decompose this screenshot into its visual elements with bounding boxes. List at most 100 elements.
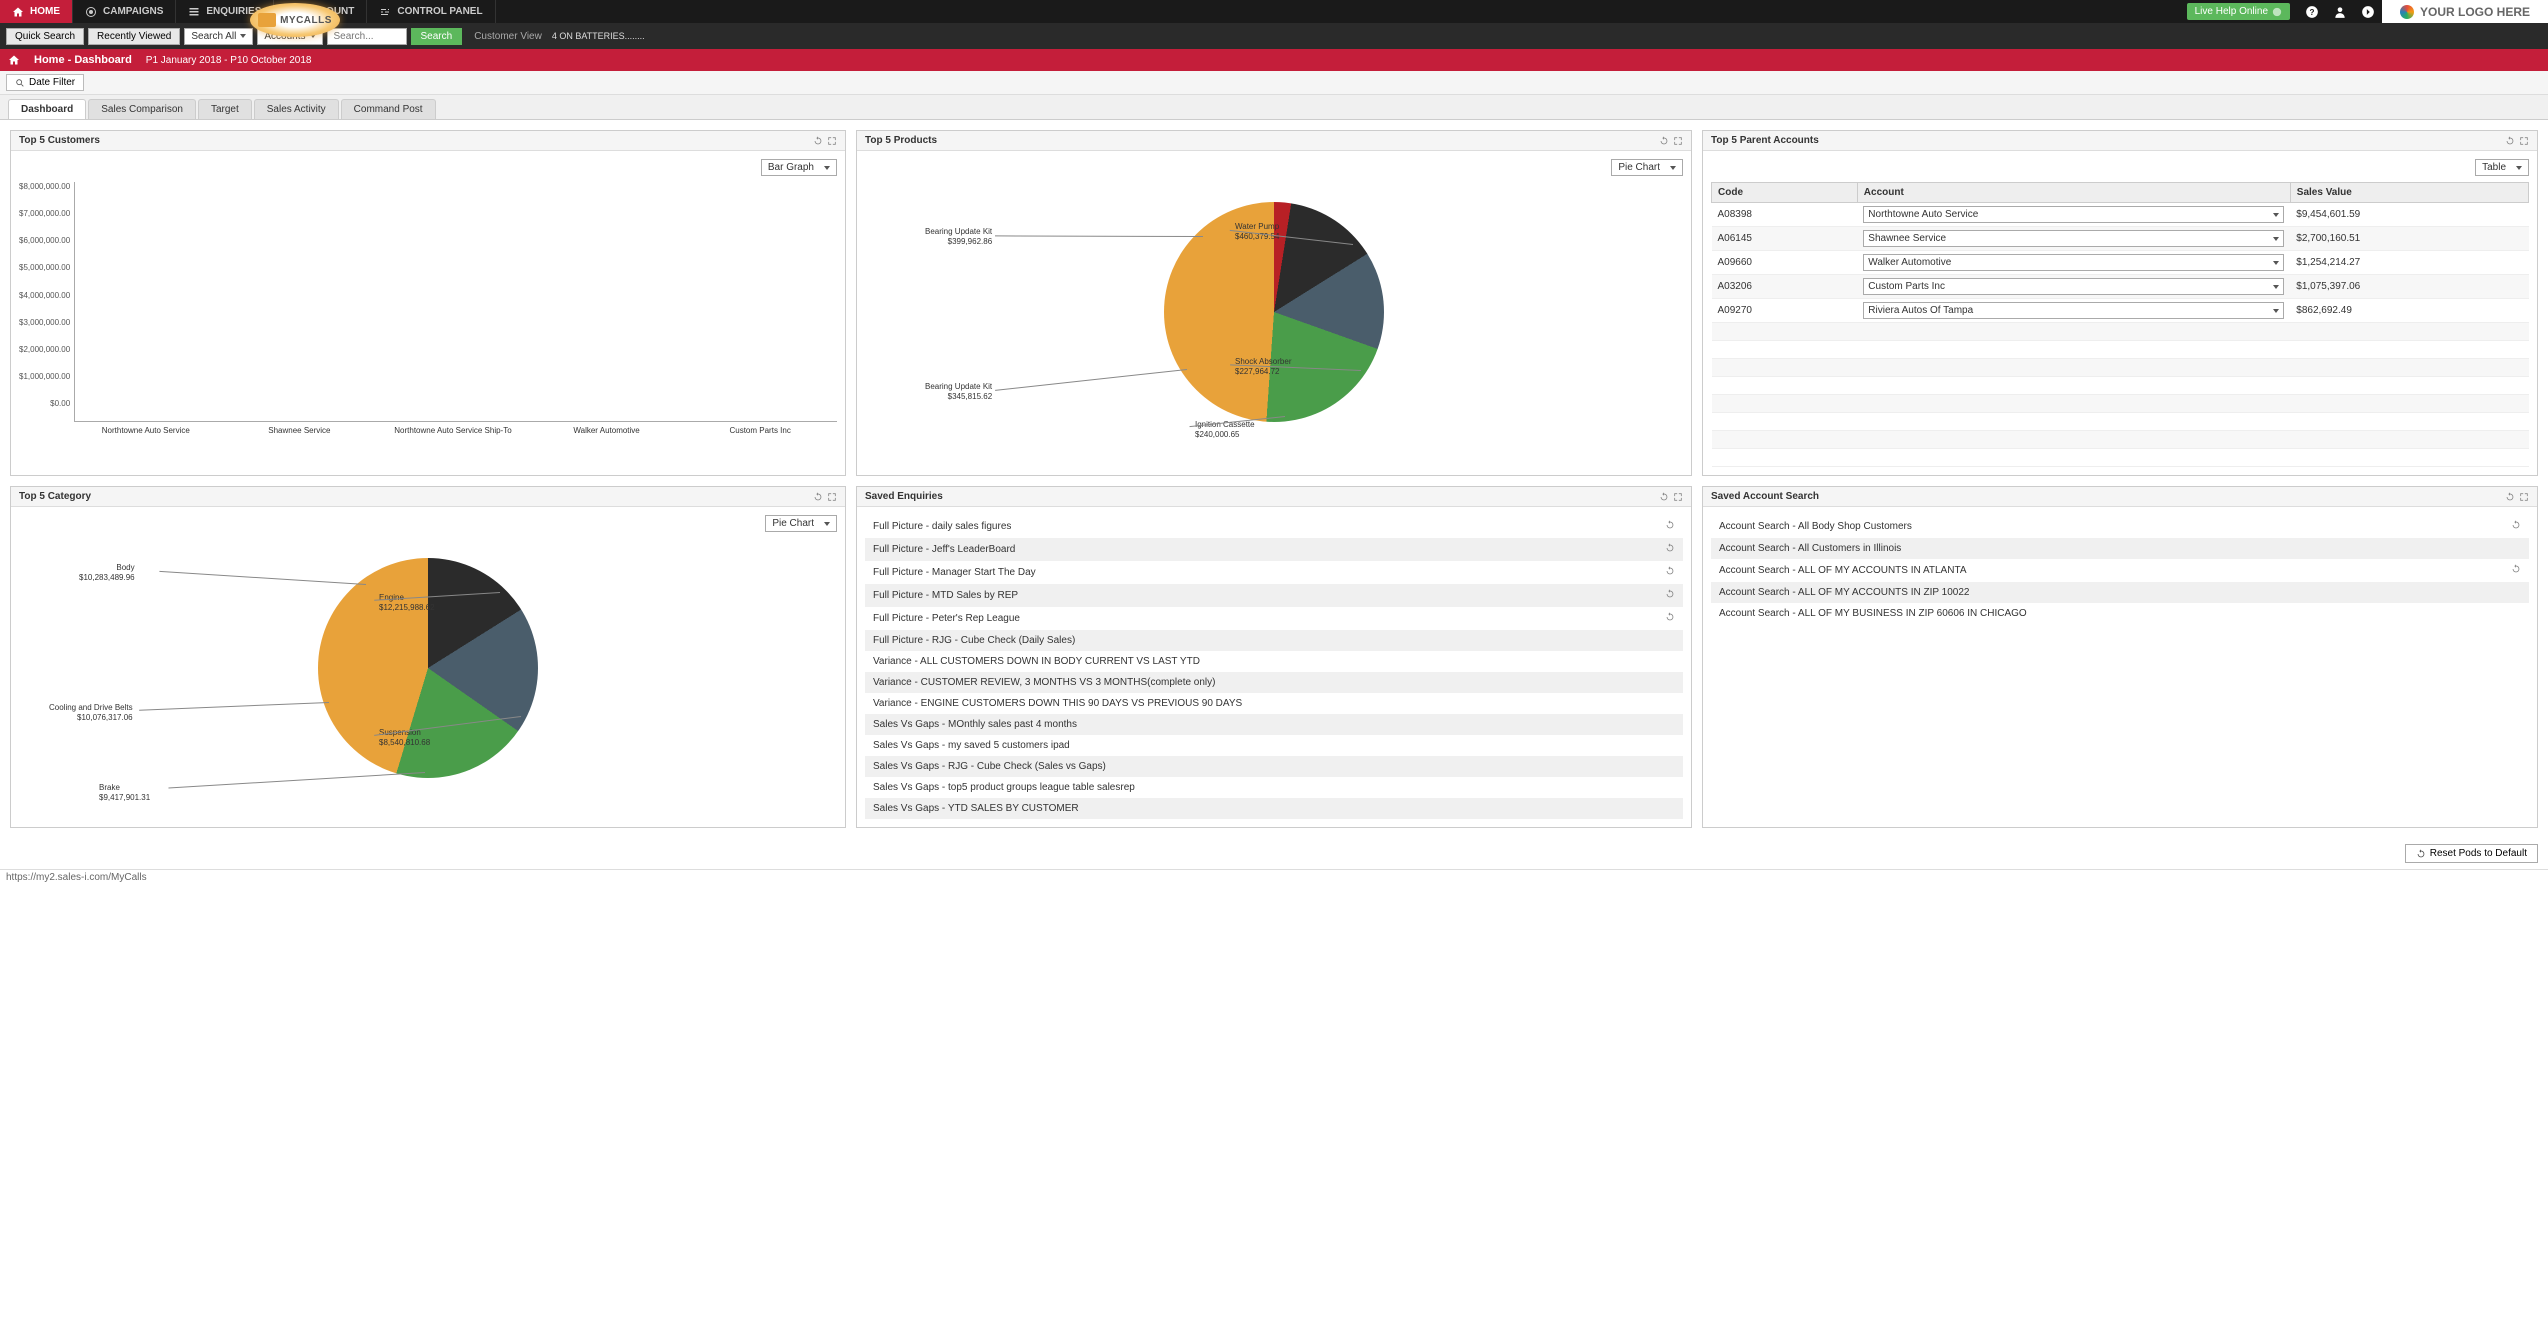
refresh-icon[interactable] <box>2505 136 2515 146</box>
nav-campaigns[interactable]: CAMPAIGNS <box>73 0 176 23</box>
arrow-right-icon[interactable] <box>2354 0 2382 23</box>
recently-viewed-button[interactable]: Recently Viewed <box>88 28 180 45</box>
refresh-icon[interactable] <box>1659 492 1669 502</box>
tab-command-post[interactable]: Command Post <box>341 99 436 119</box>
refresh-icon[interactable] <box>2511 520 2521 533</box>
list-item-label: Variance - CUSTOMER REVIEW, 3 MONTHS VS … <box>873 677 1215 688</box>
account-select[interactable]: Custom Parts Inc <box>1863 278 2284 295</box>
nav-home[interactable]: HOME <box>0 0 73 23</box>
list-item[interactable]: Full Picture - RJG - Cube Check (Daily S… <box>865 630 1683 651</box>
date-filter-button[interactable]: Date Filter <box>6 74 84 91</box>
search-scope-select[interactable]: Search All <box>184 28 253 45</box>
cell-code: A09660 <box>1712 251 1858 275</box>
panel-title: Top 5 Customers <box>19 135 100 146</box>
chart-type-select[interactable]: Table <box>2475 159 2529 176</box>
tab-target[interactable]: Target <box>198 99 252 119</box>
list-item[interactable]: Account Search - ALL OF MY BUSINESS IN Z… <box>1711 603 2529 624</box>
enquiries-list[interactable]: Full Picture - daily sales figuresFull P… <box>857 507 1691 827</box>
customer-view-label[interactable]: Customer View <box>474 31 542 42</box>
list-item[interactable]: Sales Vs Gaps - RJG - Cube Check (Sales … <box>865 756 1683 777</box>
list-item[interactable]: Variance - ENGINE CUSTOMERS DOWN THIS 90… <box>865 693 1683 714</box>
list-item[interactable]: Full Picture - Jeff's LeaderBoard <box>865 538 1683 561</box>
pie-label-name: Cooling and Drive Belts <box>49 703 133 713</box>
list-item[interactable]: Account Search - ALL OF MY ACCOUNTS IN A… <box>1711 559 2529 582</box>
pie-leader-line <box>995 369 1187 391</box>
column-header[interactable]: Code <box>1712 183 1858 203</box>
account-select[interactable]: Walker Automotive <box>1863 254 2284 271</box>
list-item[interactable]: Account Search - All Body Shop Customers <box>1711 515 2529 538</box>
list-item[interactable]: Account Search - ALL OF MY ACCOUNTS IN Z… <box>1711 582 2529 603</box>
account-search-list[interactable]: Account Search - All Body Shop Customers… <box>1703 507 2537 827</box>
breadcrumb-bar: Home - Dashboard P1 January 2018 - P10 O… <box>0 49 2548 71</box>
refresh-icon[interactable] <box>1665 520 1675 533</box>
list-item-label: Full Picture - RJG - Cube Check (Daily S… <box>873 635 1075 646</box>
user-icon[interactable] <box>2326 0 2354 23</box>
list-item[interactable]: Full Picture - MTD Sales by REP <box>865 584 1683 607</box>
account-select[interactable]: Northtowne Auto Service <box>1863 206 2284 223</box>
list-item[interactable]: Full Picture - daily sales figures <box>865 515 1683 538</box>
list-item[interactable]: Variance - CUSTOMER REVIEW, 3 MONTHS VS … <box>865 672 1683 693</box>
y-tick-label: $5,000,000.00 <box>19 263 70 272</box>
refresh-icon[interactable] <box>2505 492 2515 502</box>
chart-type-select[interactable]: Bar Graph <box>761 159 837 176</box>
list-item[interactable]: Sales Vs Gaps - MOnthly sales past 4 mon… <box>865 714 1683 735</box>
pie-leader-line <box>995 235 1203 237</box>
panel-saved-account-search: Saved Account Search Account Search - Al… <box>1702 486 2538 828</box>
expand-icon[interactable] <box>827 492 837 502</box>
tab-sales-comparison[interactable]: Sales Comparison <box>88 99 196 119</box>
panel-title: Top 5 Products <box>865 135 937 146</box>
mycalls-icon <box>258 13 276 27</box>
list-item[interactable]: Sales Vs Gaps - YTD SALES BY CUSTOMER <box>865 798 1683 819</box>
list-item-label: Full Picture - MTD Sales by REP <box>873 590 1018 601</box>
expand-icon[interactable] <box>2519 492 2529 502</box>
table-row[interactable]: A09270Riviera Autos Of Tampa$862,692.49 <box>1712 299 2529 323</box>
table-row[interactable]: A09660Walker Automotive$1,254,214.27 <box>1712 251 2529 275</box>
expand-icon[interactable] <box>1673 492 1683 502</box>
refresh-icon[interactable] <box>1665 566 1675 579</box>
list-item-label: Sales Vs Gaps - YTD SALES BY CUSTOMER <box>873 803 1079 814</box>
column-header[interactable]: Sales Value <box>2290 183 2528 203</box>
refresh-icon[interactable] <box>813 136 823 146</box>
help-icon[interactable]: ? <box>2298 0 2326 23</box>
table-row[interactable]: A03206Custom Parts Inc$1,075,397.06 <box>1712 275 2529 299</box>
mycalls-text: MYCALLS <box>280 15 332 26</box>
search-go-button[interactable]: Search <box>411 28 463 45</box>
list-item[interactable]: Sales Vs Gaps - my saved 5 customers ipa… <box>865 735 1683 756</box>
expand-icon[interactable] <box>1673 136 1683 146</box>
refresh-icon[interactable] <box>2511 564 2521 577</box>
chart-type-select[interactable]: Pie Chart <box>765 515 837 532</box>
table-row[interactable]: A06145Shawnee Service$2,700,160.51 <box>1712 227 2529 251</box>
pie-label-value: $10,283,489.96 <box>79 573 135 583</box>
refresh-icon[interactable] <box>813 492 823 502</box>
tab-dashboard[interactable]: Dashboard <box>8 99 86 119</box>
account-select[interactable]: Shawnee Service <box>1863 230 2284 247</box>
refresh-icon[interactable] <box>1659 136 1669 146</box>
column-header[interactable]: Account <box>1857 183 2290 203</box>
chart-type-select[interactable]: Pie Chart <box>1611 159 1683 176</box>
list-item[interactable]: Sales Vs Gaps - top5 product groups leag… <box>865 777 1683 798</box>
expand-icon[interactable] <box>2519 136 2529 146</box>
cell-value: $862,692.49 <box>2290 299 2528 323</box>
nav-control-panel[interactable]: CONTROL PANEL <box>367 0 495 23</box>
reset-pods-button[interactable]: Reset Pods to Default <box>2405 844 2538 863</box>
tab-sales-activity[interactable]: Sales Activity <box>254 99 339 119</box>
table-row-empty <box>1712 341 2529 359</box>
refresh-icon[interactable] <box>1665 589 1675 602</box>
expand-icon[interactable] <box>827 136 837 146</box>
list-item[interactable]: Account Search - All Customers in Illino… <box>1711 538 2529 559</box>
list-item[interactable]: Full Picture - Manager Start The Day <box>865 561 1683 584</box>
refresh-icon[interactable] <box>1665 612 1675 625</box>
tab-row: DashboardSales ComparisonTargetSales Act… <box>0 95 2548 120</box>
home-icon[interactable] <box>8 54 20 66</box>
table-row[interactable]: A08398Northtowne Auto Service$9,454,601.… <box>1712 203 2529 227</box>
list-item[interactable]: Full Picture - Peter's Rep League <box>865 607 1683 630</box>
list-item[interactable]: Variance - ALL CUSTOMERS DOWN IN BODY CU… <box>865 651 1683 672</box>
account-select[interactable]: Riviera Autos Of Tampa <box>1863 302 2284 319</box>
list-item-label: Account Search - All Body Shop Customers <box>1719 521 1912 532</box>
list-item-label: Full Picture - Peter's Rep League <box>873 613 1020 624</box>
refresh-icon[interactable] <box>1665 543 1675 556</box>
list-item-label: Variance - ENGINE CUSTOMERS DOWN THIS 90… <box>873 698 1242 709</box>
live-help-button[interactable]: Live Help Online <box>2187 3 2290 20</box>
live-help-label: Live Help Online <box>2195 6 2268 17</box>
quick-search-button[interactable]: Quick Search <box>6 28 84 45</box>
